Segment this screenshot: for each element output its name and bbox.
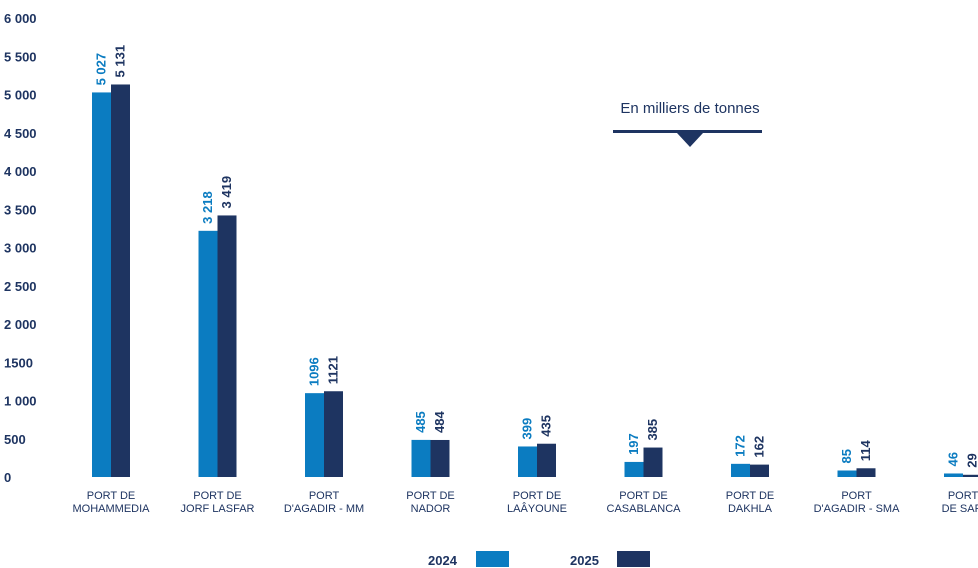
bar-2024 <box>838 470 857 477</box>
category-label: PORT <box>948 490 978 502</box>
data-label-2024: 85 <box>839 449 854 463</box>
annotation-pointer <box>677 133 703 147</box>
data-label-2025: 5 131 <box>113 45 128 78</box>
data-label-2025: 385 <box>645 419 660 441</box>
data-label-2024: 399 <box>520 418 535 440</box>
category-label: DE SAFI <box>942 503 978 515</box>
bar-2025 <box>111 84 130 477</box>
y-tick-label: 3 000 <box>4 241 37 256</box>
y-tick-label: 4 000 <box>4 164 37 179</box>
category-label: D'AGADIR - MM <box>284 503 364 515</box>
bar-2024 <box>731 464 750 477</box>
y-tick-label: 4 500 <box>4 126 37 141</box>
bar-2024 <box>518 446 537 477</box>
legend-label-2025: 2025 <box>570 553 599 568</box>
data-label-2024: 172 <box>733 435 748 457</box>
category-label: PORT DE <box>193 490 242 502</box>
data-label-2025: 162 <box>752 436 767 458</box>
unit-annotation: En milliers de tonnes <box>600 100 780 117</box>
data-label-2025: 29 <box>965 453 978 467</box>
category-label: JORF LASFAR <box>181 503 255 515</box>
data-label-2024: 5 027 <box>94 53 109 86</box>
y-tick-label: 1 000 <box>4 394 37 409</box>
category-label: PORT DE <box>87 490 136 502</box>
data-label-2024: 46 <box>946 452 961 466</box>
y-tick-label: 5 000 <box>4 88 37 103</box>
y-tick-label: 0 <box>4 470 11 485</box>
bar-2025 <box>857 468 876 477</box>
category-label: D'AGADIR - SMA <box>814 503 900 515</box>
y-tick-label: 6 000 <box>4 11 37 26</box>
category-label: NADOR <box>411 503 451 515</box>
data-label-2025: 435 <box>539 415 554 437</box>
category-label: CASABLANCA <box>607 503 682 515</box>
bar-2024 <box>199 231 218 477</box>
category-label: DAKHLA <box>728 503 773 515</box>
y-tick-label: 1500 <box>4 355 33 370</box>
bar-2024 <box>92 92 111 477</box>
y-tick-label: 500 <box>4 432 26 447</box>
y-tick-label: 2 000 <box>4 317 37 332</box>
category-label: LAÂYOUNE <box>507 502 567 515</box>
bar-2024 <box>305 393 324 477</box>
data-label-2025: 114 <box>858 440 873 462</box>
data-label-2025: 484 <box>432 411 447 433</box>
category-label: PORT DE <box>726 490 775 502</box>
legend-swatch-2024 <box>476 551 509 567</box>
category-label: PORT DE <box>513 490 562 502</box>
category-label: MOHAMMEDIA <box>73 503 151 515</box>
bar-2025 <box>750 465 769 477</box>
category-label: PORT DE <box>619 490 668 502</box>
data-label-2024: 3 218 <box>200 191 215 224</box>
bar-2025 <box>324 391 343 477</box>
bar-2024 <box>944 473 963 477</box>
bar-2025 <box>218 215 237 477</box>
category-label: PORT <box>309 490 340 502</box>
bar-2025 <box>963 475 978 477</box>
data-label-2024: 485 <box>413 411 428 433</box>
bar-2025 <box>644 448 663 477</box>
data-label-2024: 197 <box>626 433 641 455</box>
y-tick-label: 3 500 <box>4 202 37 217</box>
category-label: PORT DE <box>406 490 455 502</box>
data-label-2024: 1096 <box>307 357 322 386</box>
data-label-2025: 3 419 <box>219 176 234 209</box>
bar-2024 <box>412 440 431 477</box>
legend-label-2024: 2024 <box>428 553 457 568</box>
y-tick-label: 2 500 <box>4 279 37 294</box>
bar-2025 <box>431 440 450 477</box>
data-label-2025: 1121 <box>326 356 341 384</box>
y-tick-label: 5 500 <box>4 49 37 64</box>
bar-2025 <box>537 444 556 477</box>
category-label: PORT <box>841 490 872 502</box>
legend-swatch-2025 <box>617 551 650 567</box>
bar-2024 <box>625 462 644 477</box>
